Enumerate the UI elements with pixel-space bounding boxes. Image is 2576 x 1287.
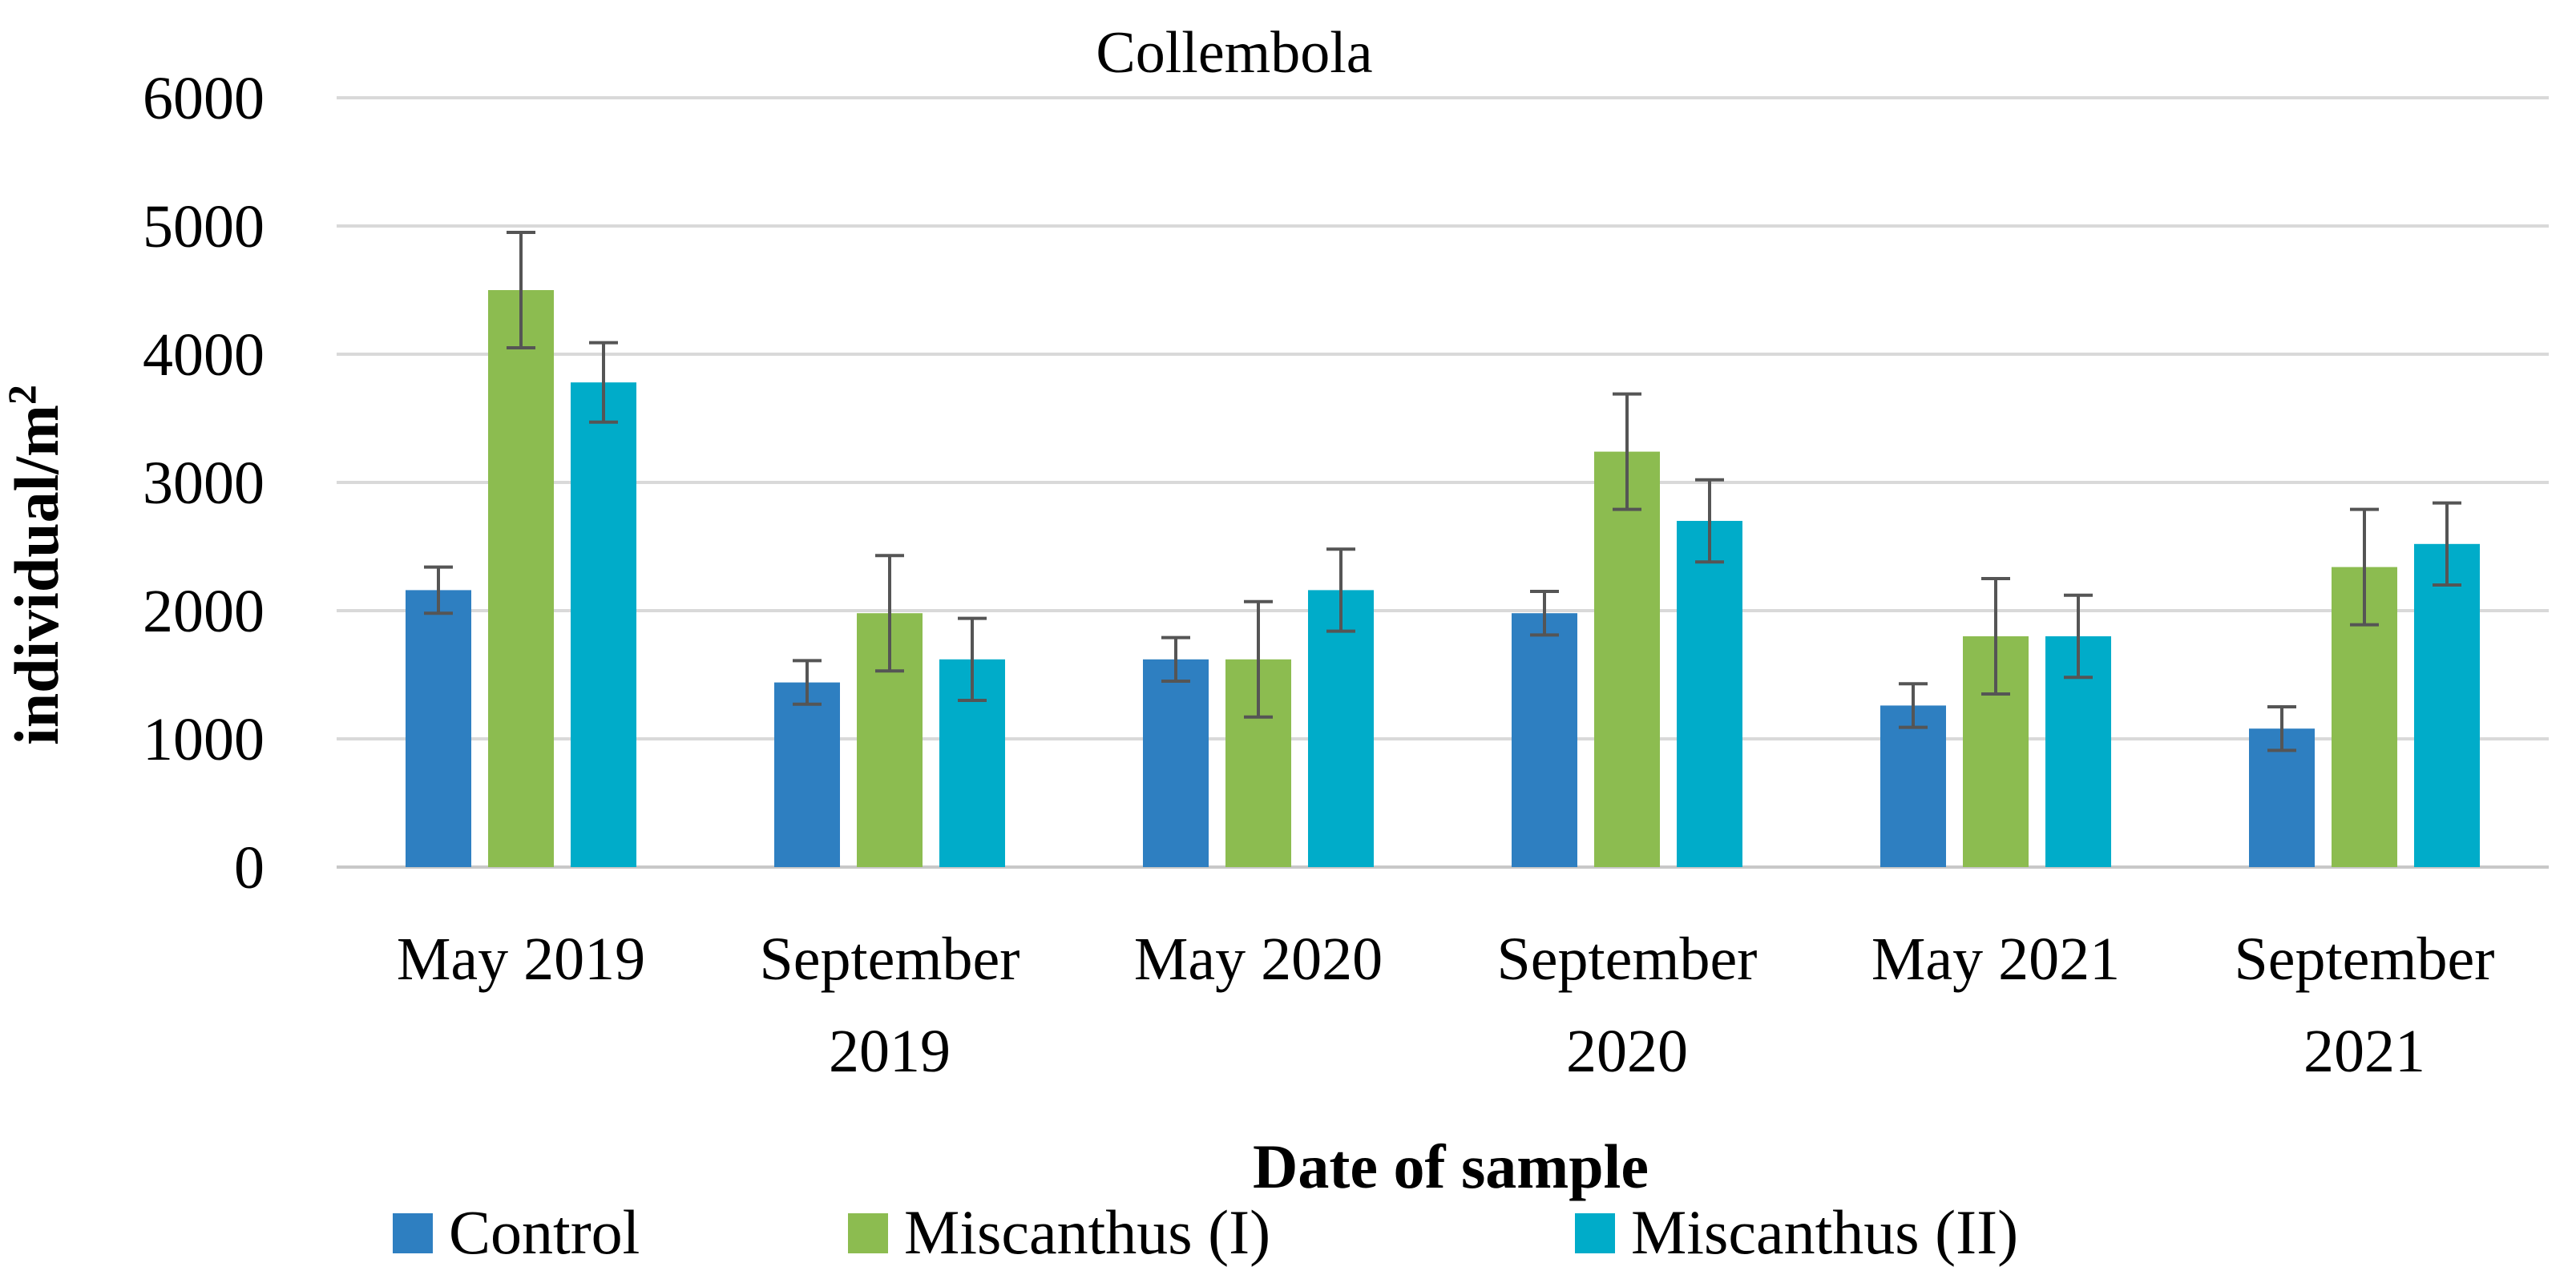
error-bar [2267,705,2296,752]
x-tick-label: September [759,926,1019,993]
y-tick-label: 2000 [143,578,264,645]
error-bar [2064,593,2093,680]
x-tick-label: May 2021 [1871,926,2120,993]
legend-swatch [848,1213,888,1253]
error-bar [589,341,618,424]
y-tick-label: 5000 [143,193,264,260]
bar [2414,543,2480,867]
y-axis-label-main: individual/m [2,405,71,745]
gridlines [337,96,2549,869]
error-bar [1613,392,1641,511]
error-bar [875,554,904,673]
bar [1880,705,1946,867]
error-bar [1899,682,1928,729]
y-tick-label: 1000 [143,706,264,773]
legend-item: Miscanthus (I) [848,1197,1270,1267]
y-axis-label-superscript: 2 [0,385,44,405]
bar [571,382,636,867]
error-bar [1326,547,1355,633]
bar [1594,451,1660,867]
legend-item: Control [393,1197,640,1267]
y-axis-label: individual/m2 [0,385,71,745]
legend-label: Miscanthus (II) [1631,1197,2018,1267]
error-bar [507,231,535,349]
error-bar [1161,635,1190,683]
bar [488,290,554,867]
bar [1143,659,1209,867]
error-bar [1695,478,1724,564]
error-bar [958,616,987,702]
legend-label: Control [449,1197,640,1267]
x-tick-label-line2: 2020 [1566,1018,1688,1085]
legend: Control Miscanthus (I) Miscanthus (II) [393,1197,2018,1267]
legend-item: Miscanthus (II) [1575,1197,2018,1267]
x-tick-label: September [1496,926,1757,993]
error-bar [1981,577,2010,696]
x-tick-label-line2: 2021 [2303,1018,2425,1085]
y-tick-label: 3000 [143,450,264,517]
error-bar [1530,590,1559,637]
error-bar [2350,507,2379,627]
x-tick-label-line2: 2019 [829,1018,951,1085]
legend-swatch [393,1213,433,1253]
x-tick-label: May 2019 [397,926,645,993]
bar [1308,590,1374,867]
error-bar [2433,501,2461,587]
bar [1512,613,1577,867]
error-bars [424,231,2461,752]
y-tick-label: 6000 [143,65,264,132]
chart-title: Collembola [1096,20,1372,86]
x-tick-labels: May 2019 September 2019 May 2020 September 20… [397,926,2495,1085]
y-tick-label: 0 [234,834,264,902]
error-bar [1244,599,1273,719]
bar [1677,521,1742,867]
bar [774,682,840,867]
x-axis-label: Date of sample [1253,1132,1649,1201]
error-bar [424,565,453,615]
bar [406,590,471,867]
legend-swatch [1575,1213,1615,1253]
x-tick-label: September [2234,926,2494,993]
bars [406,290,2480,867]
y-tick-label: 4000 [143,321,264,389]
legend-label: Miscanthus (I) [904,1197,1270,1267]
error-bar [793,659,822,706]
x-tick-label: May 2020 [1134,926,1383,993]
y-tick-labels: 0 1000 2000 3000 4000 5000 6000 [143,65,264,902]
